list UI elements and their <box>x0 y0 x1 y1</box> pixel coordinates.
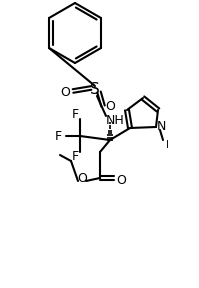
Text: O: O <box>60 86 70 98</box>
Text: S: S <box>90 82 100 98</box>
Text: F: F <box>55 130 61 143</box>
Text: NH: NH <box>106 115 124 128</box>
Text: O: O <box>116 173 126 187</box>
Text: F: F <box>71 109 79 122</box>
Text: I: I <box>166 140 169 150</box>
Text: O: O <box>105 101 115 113</box>
Text: N: N <box>156 120 166 134</box>
Text: O: O <box>77 171 87 185</box>
Text: F: F <box>71 149 79 162</box>
